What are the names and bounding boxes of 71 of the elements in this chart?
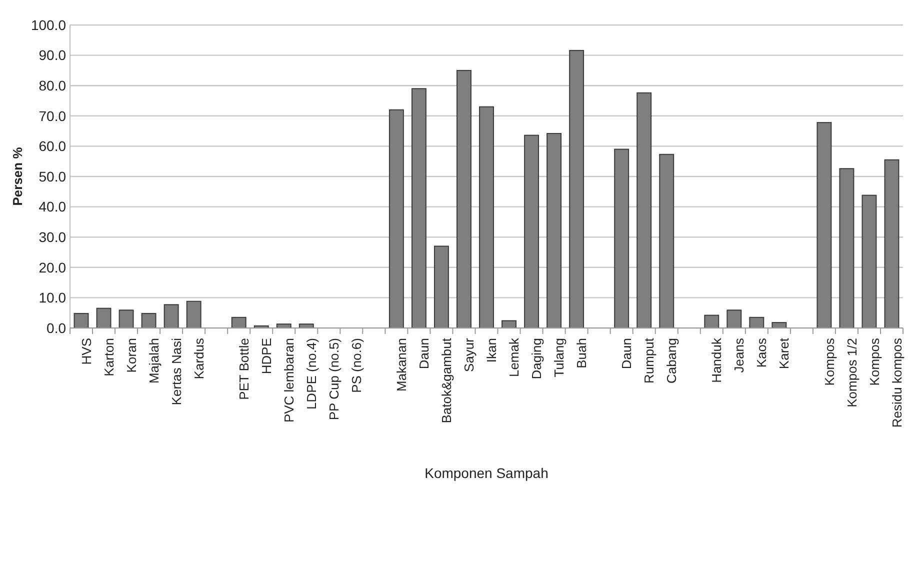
bar	[839, 168, 854, 328]
bar	[816, 122, 832, 328]
x-tick-label: Karton	[101, 338, 116, 376]
x-tick-label: Makanan	[394, 338, 409, 392]
x-tick-label: Sayur	[462, 337, 477, 372]
bar	[164, 304, 179, 328]
x-tick-label: Karet	[776, 338, 792, 370]
bar	[569, 50, 584, 328]
bar	[231, 316, 246, 328]
bar	[862, 194, 877, 328]
y-tick-label: 10.0	[38, 290, 66, 306]
x-tick-label: PS (no.6)	[348, 338, 364, 393]
x-tick-label: Buah	[574, 338, 590, 368]
x-tick-label: Kompos	[866, 338, 882, 386]
x-tick-label: Tulang	[552, 338, 567, 378]
y-tick-label: 60.0	[38, 138, 66, 154]
x-tick-label: Kompos 1/2	[844, 338, 860, 408]
y-tick-label: 80.0	[38, 78, 66, 94]
x-tick-label: Daun	[416, 338, 432, 370]
bar	[74, 312, 89, 328]
x-tick-label: HVS	[78, 338, 94, 365]
bar	[524, 134, 540, 328]
x-tick-label: Majalah	[146, 338, 162, 384]
x-tick-label: PET Bottle	[236, 338, 252, 400]
y-tick-label: 50.0	[38, 168, 66, 184]
x-tick-label: Ikan	[484, 338, 500, 363]
bar	[456, 70, 472, 328]
bar	[614, 148, 630, 328]
y-tick-label: 90.0	[38, 47, 66, 64]
y-tick-label: 100.0	[30, 16, 66, 33]
bar	[726, 310, 742, 328]
x-tick-label: Rumput	[642, 338, 657, 384]
x-tick-label: LDPE (no.4)	[304, 338, 319, 410]
x-tick-label: PVC lembaran	[281, 338, 296, 423]
x-tick-label: Residu kompos	[889, 338, 904, 428]
bar	[502, 320, 516, 328]
bar	[749, 316, 764, 328]
y-axis-title: Persen %	[10, 146, 25, 206]
x-tick-label: PP Cup (no.5)	[326, 338, 342, 420]
bar	[388, 109, 404, 328]
bar	[434, 246, 449, 328]
x-tick-label: Daging	[529, 338, 544, 380]
x-axis-title: Komponen Sampah	[424, 465, 548, 481]
x-tick-label: Lemak	[506, 338, 522, 378]
y-tick-label: 0.0	[46, 320, 66, 336]
bar	[118, 310, 134, 328]
x-tick-label: Koran	[124, 338, 139, 373]
x-tick-label: Daun	[619, 338, 634, 370]
y-tick-label: 30.0	[38, 229, 66, 245]
bar	[479, 106, 494, 328]
x-tick-label: Kompos	[822, 338, 837, 386]
bar	[636, 92, 652, 328]
bar	[141, 312, 156, 328]
bar	[186, 300, 202, 328]
bar	[884, 159, 900, 328]
x-tick-label: Batok&gambut	[439, 338, 454, 424]
bar	[411, 88, 426, 328]
x-tick-label: HDPE	[258, 338, 274, 374]
x-tick-label: Kertas Nasi	[168, 338, 184, 406]
bar	[704, 314, 720, 328]
x-tick-label: Cabang	[664, 338, 680, 384]
bar	[96, 308, 112, 328]
y-tick-label: 20.0	[38, 259, 66, 276]
bar	[659, 154, 674, 328]
x-tick-label: Kaos	[754, 338, 770, 368]
x-tick-label: Jeans	[732, 338, 747, 373]
y-tick-label: 40.0	[38, 198, 66, 215]
bar	[546, 132, 562, 328]
y-tick-label: 70.0	[38, 108, 66, 124]
x-tick-label: Kardus	[191, 338, 206, 380]
x-tick-label: Handuk	[709, 338, 724, 383]
